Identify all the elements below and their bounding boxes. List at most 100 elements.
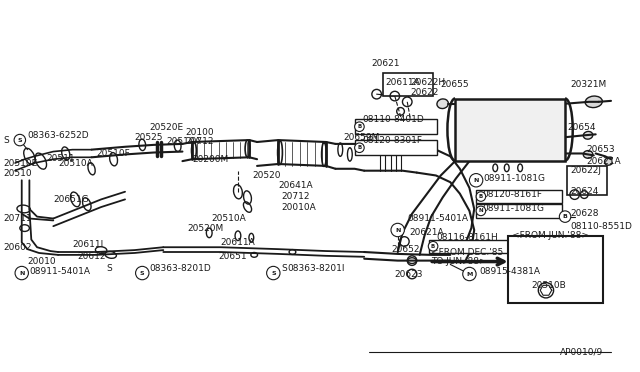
Text: B: B — [563, 214, 568, 219]
Text: 20510A: 20510A — [166, 138, 201, 147]
Text: S: S — [106, 264, 111, 273]
Text: S: S — [281, 264, 287, 273]
Text: 20621A: 20621A — [409, 228, 444, 237]
Text: 08911-1081G: 08911-1081G — [483, 205, 545, 214]
Text: N: N — [19, 270, 24, 276]
Text: 20652: 20652 — [391, 245, 419, 254]
Text: 20622J: 20622J — [571, 166, 602, 175]
Circle shape — [267, 266, 280, 280]
Ellipse shape — [605, 157, 614, 165]
Text: 08363-8201D: 08363-8201D — [149, 264, 211, 273]
Text: 20641A: 20641A — [278, 180, 313, 190]
Text: S: S — [271, 270, 276, 276]
Text: 08911-5401A: 08911-5401A — [29, 267, 90, 276]
Text: 20525: 20525 — [134, 133, 163, 142]
Text: 08915-4381A: 08915-4381A — [479, 267, 540, 276]
Text: 20712: 20712 — [281, 192, 310, 201]
Text: 20520M: 20520M — [188, 224, 223, 232]
Text: 20612: 20612 — [77, 252, 106, 261]
Text: M: M — [466, 272, 472, 276]
Text: 08120-8301F: 08120-8301F — [362, 135, 422, 145]
Text: 20510: 20510 — [4, 169, 32, 178]
Text: 08110-8551D: 08110-8551D — [571, 222, 633, 231]
Text: 20624: 20624 — [571, 187, 599, 196]
Text: 20010A: 20010A — [281, 202, 316, 212]
Bar — [355, 140, 437, 155]
Circle shape — [428, 241, 438, 251]
Text: 20659M: 20659M — [343, 133, 380, 142]
Circle shape — [136, 266, 149, 280]
Text: 08110-8401D: 08110-8401D — [362, 115, 424, 124]
Text: 20611A: 20611A — [221, 238, 255, 247]
Text: 20651: 20651 — [219, 252, 248, 261]
Text: TO JUN.'88>: TO JUN.'88> — [431, 257, 487, 266]
Circle shape — [463, 267, 476, 281]
Circle shape — [15, 266, 28, 280]
Text: 20510A: 20510A — [58, 158, 93, 167]
Text: B: B — [357, 124, 362, 129]
Text: 20622: 20622 — [410, 88, 438, 97]
Text: S: S — [140, 270, 145, 276]
Text: 20611A: 20611A — [385, 78, 420, 87]
Bar — [567, 166, 607, 195]
Text: 20712: 20712 — [186, 138, 214, 147]
Text: 08363-6252D: 08363-6252D — [28, 131, 89, 140]
Text: AP0010/9: AP0010/9 — [560, 348, 604, 357]
Text: B: B — [431, 244, 435, 249]
Text: 20321M: 20321M — [571, 80, 607, 89]
Circle shape — [355, 122, 364, 131]
Text: 20653: 20653 — [586, 145, 615, 154]
Circle shape — [476, 192, 486, 201]
Text: B: B — [357, 145, 362, 150]
Text: 20200M: 20200M — [192, 155, 228, 164]
Text: <FROM DEC.'85: <FROM DEC.'85 — [431, 247, 504, 257]
Text: 20621: 20621 — [371, 59, 399, 68]
Bar — [455, 99, 565, 161]
Bar — [429, 240, 515, 253]
Bar — [508, 236, 604, 303]
Text: 08363-8201I: 08363-8201I — [287, 264, 345, 273]
Text: 20510A: 20510A — [211, 214, 246, 223]
Text: 20711: 20711 — [4, 214, 32, 223]
Text: 20100: 20100 — [186, 128, 214, 137]
Text: S: S — [17, 138, 22, 142]
Bar — [383, 73, 433, 96]
Text: 20510B: 20510B — [532, 281, 566, 290]
Text: 20654: 20654 — [567, 123, 595, 132]
Text: N: N — [395, 228, 401, 232]
Text: B: B — [479, 194, 483, 199]
Text: 20510E: 20510E — [4, 158, 38, 167]
Ellipse shape — [583, 151, 593, 158]
Text: N: N — [479, 208, 483, 214]
Text: 08116-8161H: 08116-8161H — [436, 233, 498, 242]
Text: 20621A: 20621A — [586, 157, 621, 166]
Bar — [476, 190, 562, 203]
Text: 20520E: 20520E — [149, 123, 183, 132]
Ellipse shape — [583, 131, 593, 139]
Ellipse shape — [585, 96, 602, 108]
Text: S: S — [4, 135, 10, 145]
Circle shape — [559, 211, 571, 222]
Text: <FROM JUN.'88>: <FROM JUN.'88> — [513, 231, 589, 240]
Bar — [355, 119, 437, 134]
Ellipse shape — [437, 99, 449, 109]
Text: 20628: 20628 — [571, 209, 599, 218]
Text: 20520: 20520 — [252, 171, 281, 180]
Circle shape — [469, 174, 483, 187]
Text: 20010: 20010 — [28, 257, 56, 266]
Text: 20602: 20602 — [4, 243, 32, 252]
Text: 20622H: 20622H — [410, 78, 445, 87]
Text: 08120-8161F: 08120-8161F — [483, 190, 543, 199]
Text: N: N — [474, 178, 479, 183]
Text: 08911-5401A: 08911-5401A — [407, 214, 468, 223]
Circle shape — [355, 143, 364, 153]
Text: 20651G: 20651G — [53, 195, 89, 204]
Text: 20611I: 20611I — [72, 240, 104, 249]
Circle shape — [476, 206, 486, 216]
Text: 20623: 20623 — [395, 269, 423, 279]
Text: 20511: 20511 — [47, 154, 76, 163]
Circle shape — [14, 134, 26, 146]
Text: 20510F: 20510F — [97, 149, 130, 158]
Circle shape — [391, 223, 404, 237]
Text: 20655: 20655 — [441, 80, 469, 89]
